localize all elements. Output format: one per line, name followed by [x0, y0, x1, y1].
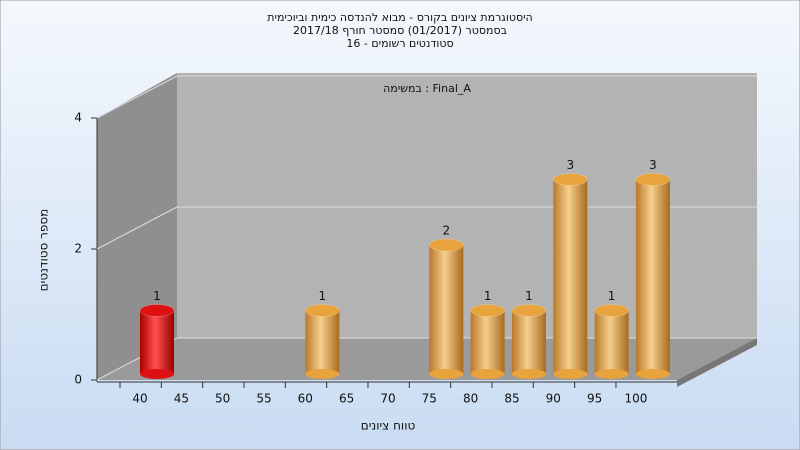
bar [553, 179, 588, 374]
value-label: 1 [484, 289, 492, 303]
y-axis-title: מספר סטודנטים [37, 209, 51, 292]
y-tick-label: 0 [74, 373, 82, 387]
bar-base [305, 369, 340, 379]
bar-base [594, 369, 629, 379]
bar [635, 179, 670, 374]
bar-top [635, 173, 671, 186]
value-label: 1 [608, 289, 616, 303]
x-tick-label: 65 [339, 392, 354, 406]
bar-top [139, 304, 175, 317]
value-label: 2 [442, 224, 450, 238]
bar-top [470, 304, 506, 317]
x-tick-label: 60 [298, 392, 313, 406]
x-axis-title: טווח ציונים [361, 419, 416, 433]
bar-top [304, 304, 340, 317]
bar-top [511, 304, 547, 317]
bar-base [429, 369, 464, 379]
x-tick-label: 55 [256, 392, 271, 406]
bar [511, 310, 546, 374]
bar [305, 310, 340, 374]
x-tick-label: 90 [546, 392, 561, 406]
chart-title: היסטוגרמת ציונים בקורס - מבוא להנדסה כימ… [267, 11, 533, 24]
bar-base [635, 369, 670, 379]
value-label: 3 [649, 158, 657, 172]
bar [429, 245, 464, 374]
annotation: במשימה : Final_A [383, 82, 471, 95]
x-tick-label: 40 [132, 392, 147, 406]
bar-top [428, 238, 464, 252]
y-tick-label: 2 [74, 242, 82, 256]
bar [140, 310, 174, 374]
bar-base [553, 369, 588, 379]
value-label: 3 [566, 158, 574, 172]
x-tick-label: 85 [504, 392, 519, 406]
value-label: 1 [153, 289, 161, 303]
y-tick-label: 4 [74, 111, 82, 125]
floor-edge [677, 338, 757, 387]
bar [594, 310, 629, 374]
chart-subtitle: בסמסטר (01/2017) סמסטר חורף 2017/18 [293, 24, 507, 37]
back-wall [177, 73, 757, 338]
left-wall [97, 73, 177, 380]
value-label: 1 [525, 289, 533, 303]
bar-top [594, 304, 630, 317]
bar-base [140, 369, 174, 379]
x-tick-label: 50 [215, 392, 230, 406]
x-tick-label: 75 [422, 392, 437, 406]
bar [470, 310, 505, 374]
grid-line [96, 75, 178, 119]
x-tick-label: 80 [463, 392, 478, 406]
chart-subtitle: סטודנטים רשומים - 16 [346, 37, 453, 50]
bar-base [511, 369, 546, 379]
x-tick-label: 100 [625, 392, 648, 406]
value-label: 1 [318, 289, 326, 303]
x-tick-label: 70 [380, 392, 395, 406]
grid-line [96, 206, 178, 250]
floor [97, 338, 757, 380]
x-tick-label: 45 [174, 392, 189, 406]
x-tick-label: 95 [587, 392, 602, 406]
bar-top [552, 173, 588, 186]
bar-base [470, 369, 505, 379]
